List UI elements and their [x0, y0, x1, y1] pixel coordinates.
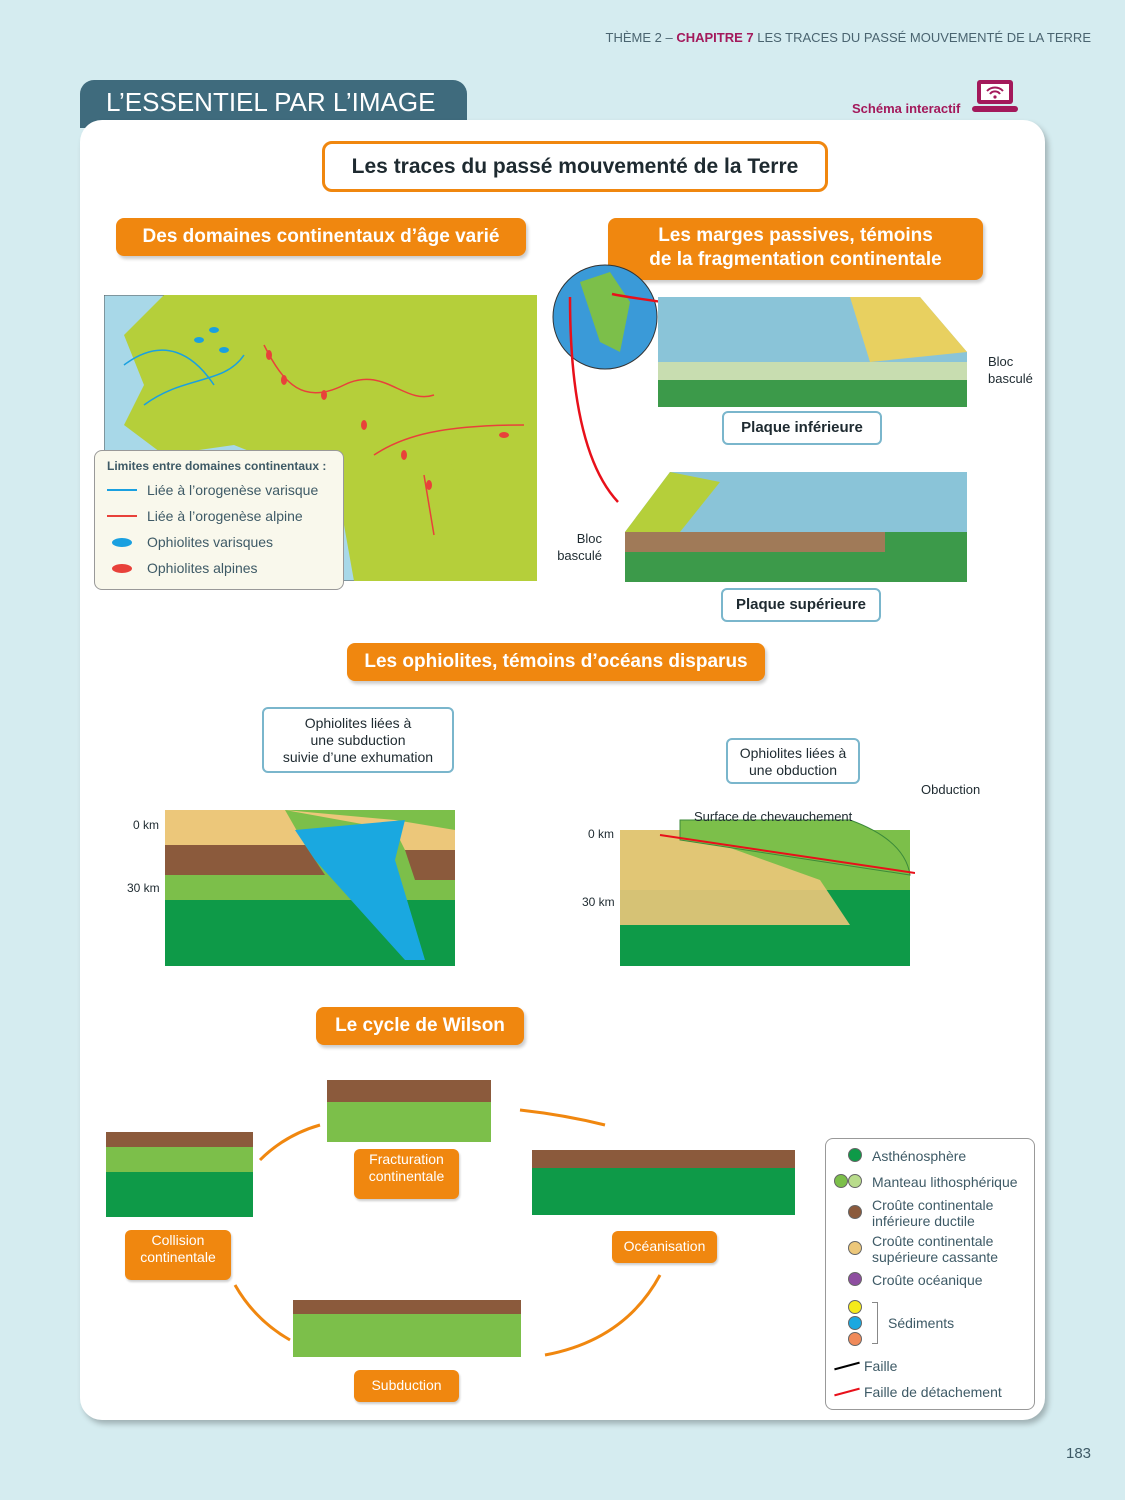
- stage-fracturation: Fracturation continentale: [354, 1149, 459, 1199]
- plaque-superieure-label: Plaque supérieure: [721, 588, 881, 622]
- wilson-cycle-diagram: [106, 1080, 795, 1357]
- legend-item: Faille: [834, 1353, 1026, 1379]
- obduction-label: Obduction: [921, 782, 981, 797]
- depth-0-label: 0 km: [588, 827, 615, 841]
- legend-item: Manteau lithosphérique: [834, 1169, 1026, 1195]
- legend-item: Croûte continentale supérieure cassante: [834, 1231, 1026, 1267]
- section-title-marges: Les marges passives, témoins de la fragme…: [608, 218, 983, 280]
- callout-subduction: Ophiolites liées à une subduction suivie d…: [262, 707, 454, 773]
- map-legend: Limites entre domaines continentaux : Li…: [94, 450, 344, 590]
- page-number: 183: [1066, 1445, 1092, 1462]
- interactive-schema-link[interactable]: Schéma interactif: [852, 101, 961, 116]
- legend-item: Asthénosphère: [834, 1143, 1026, 1169]
- laptop-wifi-icon[interactable]: [972, 78, 1020, 116]
- obduction-diagram: [620, 819, 915, 966]
- legend-item: Sédiments: [834, 1293, 1026, 1353]
- passive-margin-diagrams: [552, 264, 967, 582]
- legend-item: Faille de détachement: [834, 1379, 1026, 1405]
- section-title-wilson: Le cycle de Wilson: [316, 1007, 524, 1045]
- depth-0-label: 0 km: [133, 818, 160, 832]
- section-title-domaines: Des domaines continentaux d’âge varié: [116, 218, 526, 256]
- colors-legend: Asthénosphère Manteau lithosphérique Cro…: [825, 1138, 1035, 1410]
- plaque-inferieure-label: Plaque inférieure: [722, 411, 882, 445]
- surface-chevauchement-label: Surface de chevauchement: [694, 809, 853, 824]
- depth-30-label: 30 km: [127, 881, 160, 895]
- legend-item: Liée à l’orogenèse alpine: [107, 503, 331, 529]
- section-title-ophiolites: Les ophiolites, témoins d’océans disparu…: [347, 643, 765, 681]
- legend-item: Croûte continentale inférieure ductile: [834, 1195, 1026, 1231]
- legend-item: Ophiolites alpines: [107, 555, 331, 581]
- map-legend-title: Limites entre domaines continentaux :: [107, 459, 327, 473]
- depth-30-label: 30 km: [582, 895, 615, 909]
- running-header: THÈME 2 – CHAPITRE 7 LES TRACES DU PASSÉ…: [605, 30, 1092, 45]
- bloc-bascule-label-1: Bloc basculé: [988, 354, 1033, 386]
- legend-item: Ophiolites varisques: [107, 529, 331, 555]
- main-title: Les traces du passé mouvementé de la Ter…: [322, 141, 828, 192]
- stage-collision: Collision continentale: [125, 1230, 231, 1280]
- legend-item: Croûte océanique: [834, 1267, 1026, 1293]
- bloc-bascule-label-2: Bloc basculé: [557, 531, 602, 563]
- stage-subduction: Subduction: [354, 1370, 459, 1402]
- stage-oceanisation: Océanisation: [612, 1231, 717, 1263]
- subduction-exhumation-diagram: [165, 810, 455, 966]
- callout-obduction: Ophiolites liées à une obduction: [726, 738, 860, 784]
- legend-item: Liée à l’orogenèse varisque: [107, 477, 331, 503]
